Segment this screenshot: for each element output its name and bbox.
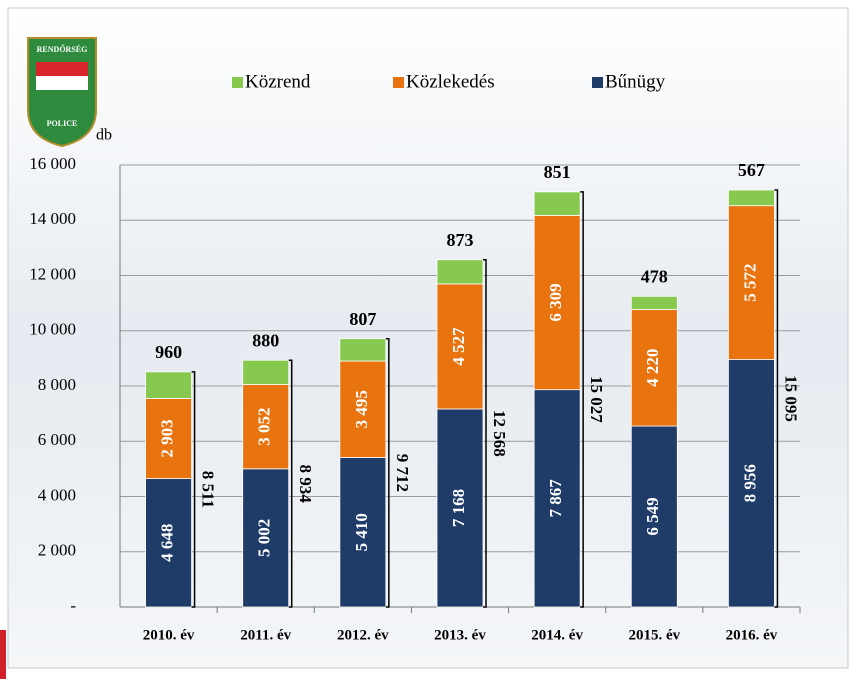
legend-swatch <box>393 77 404 88</box>
y-tick-label: 8 000 <box>38 375 76 394</box>
bar-segment <box>728 189 775 207</box>
x-tick-label: 2015. év <box>628 627 680 643</box>
y-tick-label: 6 000 <box>38 430 76 449</box>
data-label: 4 648 <box>157 524 176 562</box>
data-label: 4 220 <box>643 349 662 387</box>
data-label: 3 052 <box>255 408 274 446</box>
legend-label: Közlekedés <box>406 71 495 92</box>
data-label: 880 <box>252 330 279 350</box>
bar-segment <box>630 295 678 310</box>
data-label: 873 <box>447 230 474 250</box>
bar-segment <box>242 468 290 608</box>
logo-text: RENDŐRSÉG <box>37 44 88 54</box>
total-bracket <box>774 189 779 608</box>
bar-segment <box>533 389 581 608</box>
data-label: 567 <box>738 160 765 180</box>
total-label: 9 712 <box>393 454 412 492</box>
data-label: 807 <box>349 309 376 329</box>
total-bracket <box>580 191 584 608</box>
y-tick-label: 12 000 <box>29 264 76 283</box>
edge-accent <box>0 630 6 679</box>
data-label: 8 956 <box>740 464 759 502</box>
bar-segment <box>339 457 387 608</box>
data-label: 6 549 <box>643 497 662 535</box>
data-label: 2 903 <box>157 419 176 457</box>
x-tick-label: 2012. év <box>337 627 389 643</box>
y-axis-label: db <box>96 127 112 144</box>
logo-text: POLICE <box>47 119 78 128</box>
logo-stripe <box>36 62 88 76</box>
legend-swatch <box>232 77 243 88</box>
bar-segment <box>145 371 192 399</box>
bar-segment <box>145 398 192 479</box>
y-tick-label: 10 000 <box>29 320 76 339</box>
x-tick-label: 2014. év <box>531 627 583 643</box>
y-tick-label: 16 000 <box>29 154 76 173</box>
total-label: 12 568 <box>490 410 509 457</box>
bar-segment <box>728 359 775 608</box>
y-tick-label: 4 000 <box>38 485 76 504</box>
data-label: 7 168 <box>449 489 468 527</box>
bar-segment <box>436 283 484 410</box>
logo-shield <box>27 37 97 148</box>
logo: RENDŐRSÉG POLICE <box>27 37 97 148</box>
total-bracket <box>288 359 293 608</box>
data-label: 478 <box>641 266 668 286</box>
bar-segment <box>339 360 387 458</box>
bar-segment <box>339 338 387 362</box>
total-bracket <box>483 259 487 608</box>
bar-segment <box>145 478 192 608</box>
data-label: 4 527 <box>449 327 468 366</box>
x-tick-label: 2013. év <box>434 627 486 643</box>
data-label: 5 002 <box>255 519 274 557</box>
bar-segment <box>533 191 581 216</box>
bar-segment <box>630 309 678 427</box>
total-label: 15 027 <box>587 376 606 423</box>
data-label: 6 309 <box>546 283 565 321</box>
data-label: 5 572 <box>740 264 759 302</box>
logo-stripe <box>36 76 88 90</box>
data-label: 851 <box>544 162 571 182</box>
panel <box>7 7 849 669</box>
total-label: 8 511 <box>199 471 218 508</box>
data-label: 3 495 <box>352 390 371 428</box>
x-tick-label: 2011. év <box>240 627 291 643</box>
total-label: 15 095 <box>782 375 801 422</box>
total-bracket <box>191 371 196 608</box>
data-label: 7 867 <box>546 479 565 518</box>
legend-label: Bűnügy <box>605 71 666 92</box>
y-tick-label: - <box>70 596 76 615</box>
x-tick-label: 2010. év <box>143 627 195 643</box>
bar-segment <box>436 259 484 285</box>
bar-segment <box>533 214 581 391</box>
y-tick-label: 14 000 <box>29 209 76 228</box>
bar-segment <box>728 205 775 360</box>
data-label: 960 <box>155 342 182 362</box>
legend-label: Közrend <box>245 71 311 92</box>
y-tick-label: 2 000 <box>38 541 76 560</box>
total-bracket <box>385 337 390 608</box>
bar-segment <box>436 408 484 608</box>
data-label: 5 410 <box>352 513 371 551</box>
total-label: 8 934 <box>296 464 315 503</box>
legend-swatch <box>592 77 603 88</box>
x-tick-label: 2016. év <box>726 627 778 643</box>
bar-segment <box>630 425 678 608</box>
bar-segment <box>242 359 290 385</box>
